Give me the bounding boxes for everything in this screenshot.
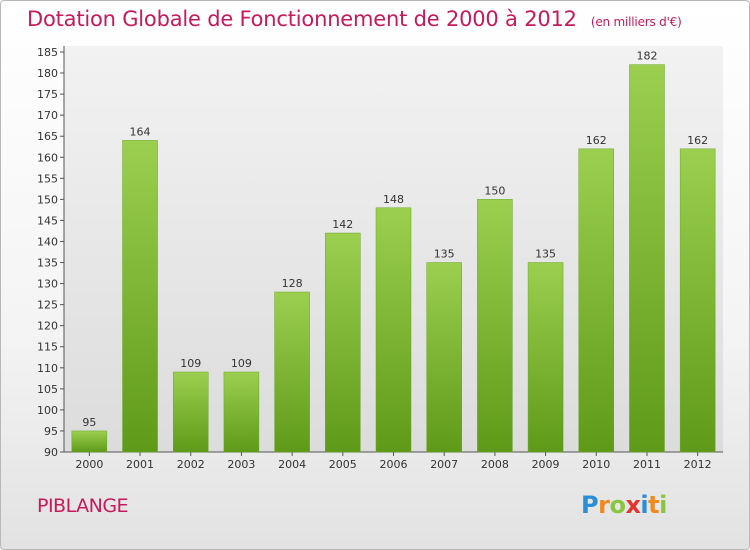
data-label: 164 [130,125,151,138]
y-tick-label: 180 [37,67,58,80]
y-tick-label: 130 [37,278,58,291]
bars-group: 95 164 109 109 128 142 148 135 150 135 162 182 162 [71,50,716,453]
bar [223,371,260,453]
y-tick-label: 185 [37,46,58,59]
data-label: 109 [180,357,201,370]
data-label: 135 [535,248,556,261]
x-tick-label: 2008 [481,458,509,471]
x-tick-label: 2005 [329,458,357,471]
commune-name: PIBLANGE [37,495,129,517]
x-tick-label: 2010 [582,458,610,471]
x-axis: 2000 2001 2002 2003 2004 2005 2006 2007 2008 2009… [64,451,723,471]
y-tick-label: 115 [37,341,58,354]
bar [71,430,108,453]
logo-letter: r [598,491,610,519]
logo-letter: x [625,491,641,519]
bar [679,148,716,453]
x-tick-label: 2002 [177,458,205,471]
logo-letter: o [609,491,626,519]
y-tick-label: 140 [37,235,58,248]
bar [426,262,462,453]
bar [375,207,412,453]
y-tick-label: 175 [37,88,58,101]
proxiti-logo[interactable]: Proxiti [581,491,667,519]
y-tick-label: 165 [37,130,58,143]
y-tick-label: 160 [37,151,58,164]
y-tick-label: 105 [37,383,58,396]
x-tick-label: 2011 [633,458,661,471]
data-label: 135 [434,248,455,261]
data-label: 142 [332,218,353,231]
y-tick-label: 100 [37,404,58,417]
logo-letter: i [640,491,649,519]
data-label: 128 [282,277,303,290]
y-tick-label: 135 [37,257,58,270]
y-tick-label: 170 [37,109,58,122]
logo-letter: t [648,491,660,519]
y-tick-label: 95 [44,425,58,438]
y-axis: 90 95 100 105 110 115 120 125 130 135 140 145 150 155… [37,46,65,459]
x-tick-label: 2006 [380,458,408,471]
y-tick-label: 90 [44,446,58,459]
y-tick-label: 110 [37,362,58,375]
y-tick-label: 145 [37,214,58,227]
bar [578,148,615,453]
data-label: 109 [231,357,252,370]
bar [325,232,361,453]
x-tick-label: 2001 [126,458,154,471]
data-label: 182 [636,50,657,63]
y-tick-label: 120 [37,320,58,333]
bar [629,64,665,453]
y-tick-label: 155 [37,172,58,185]
bar [477,199,513,453]
chart-subtitle: (en milliers d'€) [590,15,682,29]
data-label: 150 [484,184,505,197]
data-label: 148 [383,193,404,206]
data-label: 95 [82,416,96,429]
bar [527,262,564,453]
bar [172,371,209,453]
x-tick-label: 2009 [532,458,560,471]
logo-letter: P [581,491,599,519]
chart-title-text: Dotation Globale de Fonctionnement de 20… [27,7,577,31]
x-tick-label: 2000 [75,458,103,471]
y-tick-label: 150 [37,193,58,206]
data-label: 162 [687,134,708,147]
logo-letter: i [659,491,667,519]
bar [274,291,310,453]
y-tick-label: 125 [37,299,58,312]
x-tick-label: 2012 [684,458,712,471]
x-tick-label: 2007 [430,458,458,471]
x-tick-label: 2004 [278,458,306,471]
x-tick-label: 2003 [227,458,255,471]
chart-title: Dotation Globale de Fonctionnement de 20… [27,7,682,31]
bar [122,140,158,453]
data-label: 162 [586,134,607,147]
